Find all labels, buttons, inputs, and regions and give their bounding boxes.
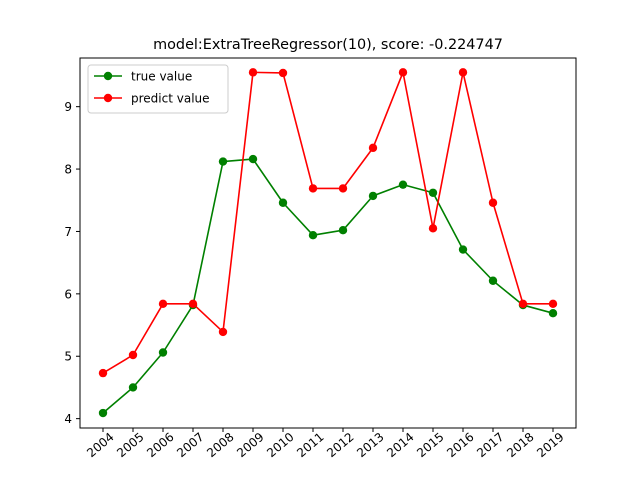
y-tick-label: 4	[64, 412, 72, 426]
data-point	[458, 68, 468, 77]
y-tick-label: 7	[64, 225, 72, 239]
data-point	[398, 180, 408, 189]
y-tick-label: 6	[64, 287, 72, 301]
data-point	[368, 191, 378, 201]
legend-box	[87, 64, 229, 114]
series-line	[102, 71, 553, 374]
data-point	[488, 276, 498, 285]
data-point	[278, 198, 288, 207]
data-point	[278, 68, 288, 78]
legend-marker	[103, 71, 113, 81]
legend-entry: predict value	[94, 92, 210, 106]
data-point	[548, 308, 558, 318]
legend-label: predict value	[131, 92, 210, 106]
series-1	[98, 68, 558, 378]
legend-marker	[103, 93, 113, 103]
data-point	[428, 224, 438, 233]
y-tick-label: 8	[64, 163, 72, 177]
series-0	[98, 154, 558, 418]
legend-label: true value	[131, 70, 192, 84]
data-point	[128, 350, 138, 360]
legend-entry: true value	[94, 70, 192, 84]
data-point	[218, 327, 228, 337]
chart-title: model:ExtraTreeRegressor(10), score: -0.…	[153, 37, 503, 53]
legend: true value predict value	[87, 64, 229, 114]
data-point	[308, 184, 318, 193]
data-point	[158, 348, 168, 357]
data-point	[518, 299, 528, 309]
data-point	[98, 408, 108, 418]
y-tick-label: 5	[64, 350, 72, 364]
data-point	[338, 226, 348, 235]
data-point	[368, 143, 378, 153]
data-point	[218, 157, 228, 166]
data-point	[158, 299, 168, 309]
data-point	[398, 68, 408, 77]
data-point	[248, 154, 258, 164]
data-point	[128, 383, 138, 392]
data-point	[308, 231, 318, 240]
data-point	[488, 198, 498, 207]
data-point	[428, 188, 438, 197]
data-point	[338, 184, 348, 193]
data-point	[458, 245, 468, 254]
data-point	[248, 68, 258, 77]
data-point	[188, 299, 198, 309]
data-point	[98, 368, 108, 378]
y-tick-label: 9	[64, 100, 72, 114]
plot-frame	[79, 57, 577, 429]
data-point	[548, 299, 558, 309]
series-line	[102, 158, 554, 414]
